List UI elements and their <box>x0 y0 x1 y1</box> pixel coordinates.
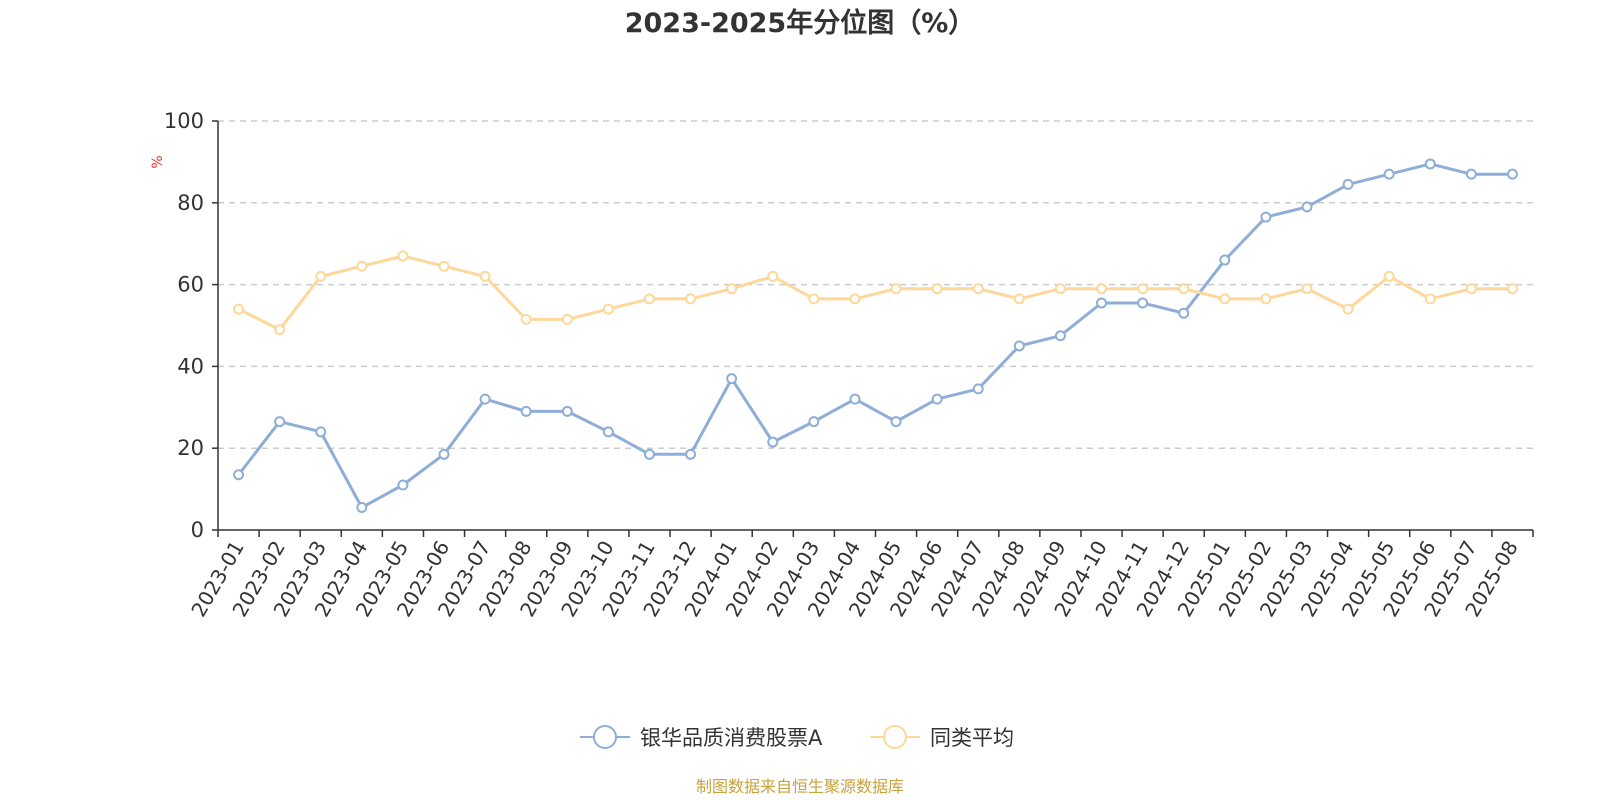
data-point[interactable] <box>972 383 984 395</box>
legend-item[interactable]: 银华品质消费股票A <box>580 725 823 750</box>
data-point[interactable] <box>1301 201 1313 213</box>
legend-label: 银华品质消费股票A <box>640 726 823 750</box>
data-point[interactable] <box>890 283 902 295</box>
y-tick-label: 100 <box>164 109 204 133</box>
series-line <box>237 254 1514 332</box>
data-point[interactable] <box>1178 283 1190 295</box>
data-point[interactable] <box>1383 168 1395 180</box>
data-point[interactable] <box>1013 340 1025 352</box>
data-point[interactable] <box>479 393 491 405</box>
data-point[interactable] <box>315 270 327 282</box>
data-point[interactable] <box>1260 293 1272 305</box>
data-point[interactable] <box>1465 283 1477 295</box>
data-point[interactable] <box>1096 283 1108 295</box>
data-point[interactable] <box>438 448 450 460</box>
series-group <box>233 250 1518 336</box>
legend-marker-icon <box>883 725 907 749</box>
data-point[interactable] <box>643 448 655 460</box>
data-point[interactable] <box>1301 283 1313 295</box>
data-point[interactable] <box>726 373 738 385</box>
data-point[interactable] <box>274 416 286 428</box>
legend-marker-icon <box>593 725 617 749</box>
y-tick-label: 60 <box>177 273 204 297</box>
data-point[interactable] <box>479 270 491 282</box>
data-point[interactable] <box>1178 307 1190 319</box>
data-point[interactable] <box>767 270 779 282</box>
data-point[interactable] <box>931 283 943 295</box>
data-point[interactable] <box>1219 254 1231 266</box>
data-point[interactable] <box>1465 168 1477 180</box>
y-tick-label: 0 <box>191 518 204 542</box>
data-point[interactable] <box>685 448 697 460</box>
y-tick-label: 40 <box>177 354 204 378</box>
data-point[interactable] <box>1506 283 1518 295</box>
data-point[interactable] <box>1096 297 1108 309</box>
data-point[interactable] <box>767 436 779 448</box>
data-point[interactable] <box>1424 293 1436 305</box>
data-point[interactable] <box>643 293 655 305</box>
data-point[interactable] <box>726 283 738 295</box>
chart-title: 2023-2025年分位图（%） <box>625 7 976 39</box>
data-point[interactable] <box>602 303 614 315</box>
data-point[interactable] <box>356 502 368 514</box>
legend-label: 同类平均 <box>930 726 1014 750</box>
series-lines <box>233 158 1518 514</box>
series-group <box>233 158 1518 514</box>
data-point[interactable] <box>315 426 327 438</box>
data-point[interactable] <box>1506 168 1518 180</box>
y-tick-labels: 0 20 40 60 80 100 <box>164 109 218 542</box>
data-point[interactable] <box>849 293 861 305</box>
data-point[interactable] <box>397 250 409 262</box>
data-point[interactable] <box>890 416 902 428</box>
data-point[interactable] <box>438 260 450 272</box>
data-point[interactable] <box>561 313 573 325</box>
data-point[interactable] <box>1383 270 1395 282</box>
series-line <box>237 162 1514 509</box>
data-point[interactable] <box>1054 283 1066 295</box>
y-axis-unit-label: % <box>150 155 166 168</box>
data-point[interactable] <box>931 393 943 405</box>
data-point[interactable] <box>1342 303 1354 315</box>
data-point[interactable] <box>233 469 245 481</box>
data-point[interactable] <box>972 283 984 295</box>
data-point[interactable] <box>1260 211 1272 223</box>
x-tick-labels: 2023-012023-022023-032023-042023-052023-… <box>186 530 1534 621</box>
data-point[interactable] <box>849 393 861 405</box>
data-point[interactable] <box>1013 293 1025 305</box>
data-point[interactable] <box>808 416 820 428</box>
legend: 银华品质消费股票A 同类平均 <box>580 725 1014 750</box>
data-point[interactable] <box>233 303 245 315</box>
data-point[interactable] <box>808 293 820 305</box>
data-point[interactable] <box>1342 178 1354 190</box>
data-point[interactable] <box>685 293 697 305</box>
data-point[interactable] <box>274 324 286 336</box>
axes <box>217 121 1533 531</box>
y-tick-label: 80 <box>177 191 204 215</box>
data-point[interactable] <box>1137 283 1149 295</box>
data-point[interactable] <box>1054 330 1066 342</box>
y-tick-label: 20 <box>177 436 204 460</box>
grid-lines <box>218 120 1533 449</box>
data-point[interactable] <box>561 405 573 417</box>
data-point[interactable] <box>520 405 532 417</box>
data-source-note: 制图数据来自恒生聚源数据库 <box>696 777 904 796</box>
data-point[interactable] <box>520 313 532 325</box>
data-point[interactable] <box>1137 297 1149 309</box>
data-point[interactable] <box>356 260 368 272</box>
legend-item[interactable]: 同类平均 <box>870 725 1014 750</box>
data-point[interactable] <box>1424 158 1436 170</box>
data-point[interactable] <box>1219 293 1231 305</box>
data-point[interactable] <box>602 426 614 438</box>
data-point[interactable] <box>397 479 409 491</box>
